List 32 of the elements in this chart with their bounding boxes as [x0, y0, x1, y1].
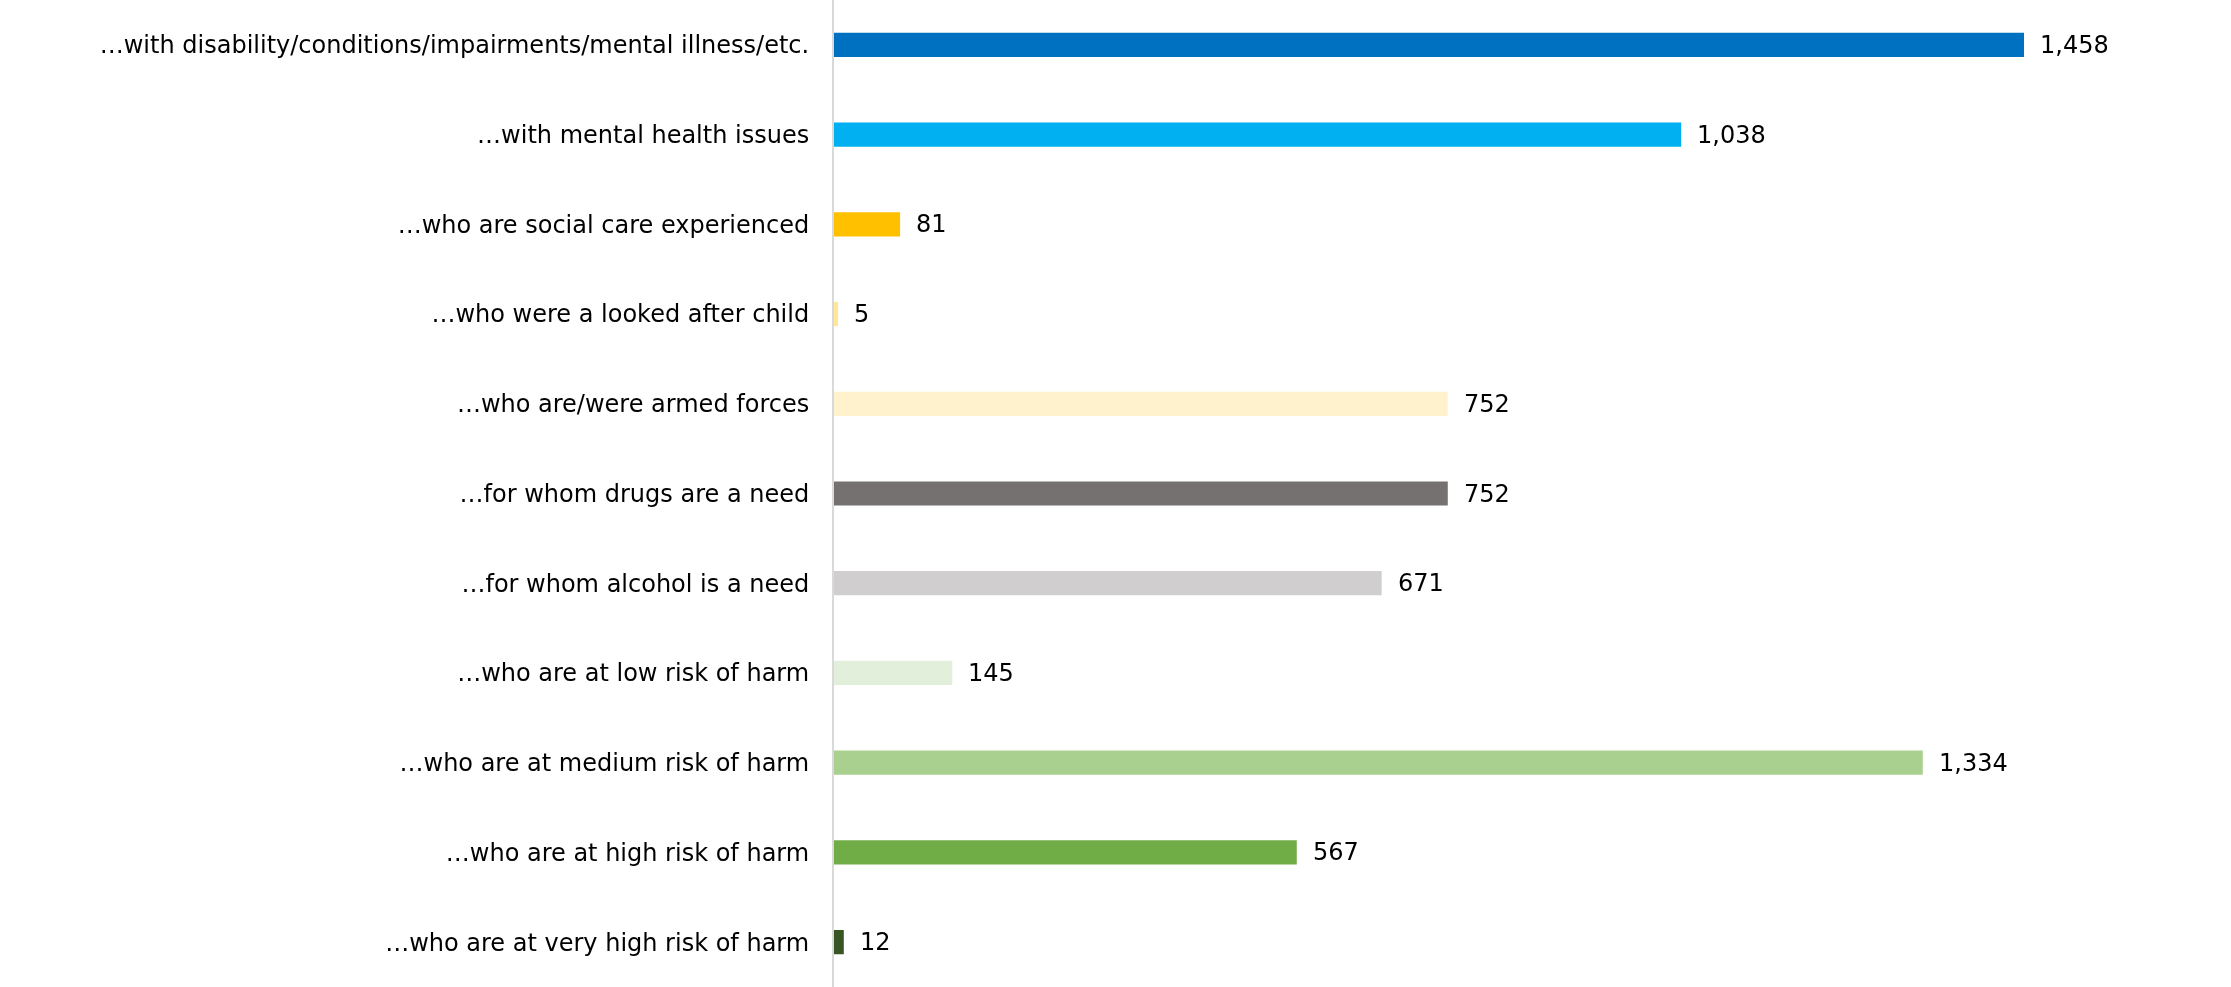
y-tick-label: …for whom alcohol is a need [461, 569, 810, 598]
bar [834, 481, 1448, 506]
y-tick-label: …who are at high risk of harm [445, 838, 810, 867]
data-label: 12 [860, 928, 891, 956]
bar [834, 301, 839, 327]
data-label: 145 [968, 659, 1014, 687]
data-label: 567 [1313, 838, 1359, 866]
bar [834, 32, 2024, 57]
y-tick-label: …who are/were armed forces [456, 390, 810, 419]
bar [834, 930, 844, 955]
y-tick-label: …with mental health issues [477, 120, 810, 149]
y-tick-label: …who are at medium risk of harm [399, 749, 810, 778]
y-tick-label: …who are social care experienced [397, 210, 810, 239]
bar [834, 122, 1682, 147]
data-label: 1,334 [1939, 749, 2008, 777]
bar [834, 391, 1448, 416]
y-tick-label: …who were a looked after child [431, 300, 810, 329]
data-label: 752 [1464, 480, 1510, 508]
y-tick-label: …who are at very high risk of harm [385, 928, 810, 957]
data-label: 1,038 [1697, 121, 1766, 149]
bar [834, 212, 901, 237]
y-tick-label: …with disability/conditions/impairments/mental illness/etc. [99, 31, 810, 60]
data-label: 752 [1464, 390, 1510, 418]
y-tick-label: …for whom drugs are a need [459, 479, 810, 508]
bar [834, 750, 1923, 775]
data-label: 81 [916, 210, 947, 238]
bar [834, 660, 953, 686]
y-tick-label: …who are at low risk of harm [457, 659, 810, 688]
bar [834, 840, 1297, 865]
data-label: 671 [1398, 569, 1444, 597]
data-label: 5 [854, 300, 870, 328]
data-label: 1,458 [2040, 31, 2109, 59]
